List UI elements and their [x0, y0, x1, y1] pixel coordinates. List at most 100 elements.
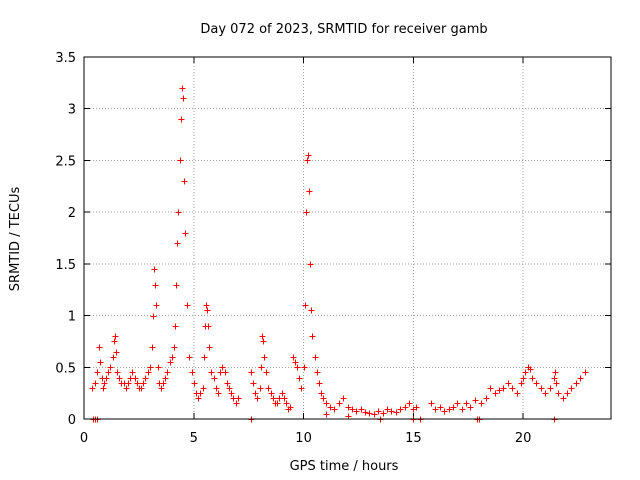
- data-point: [406, 400, 413, 407]
- data-point: [302, 302, 309, 309]
- data-point: [547, 385, 554, 392]
- data-point: [496, 387, 503, 394]
- data-point: [296, 375, 303, 382]
- data-point: [375, 408, 382, 415]
- data-point: [279, 390, 286, 397]
- data-point: [472, 397, 479, 404]
- data-point: [518, 380, 525, 387]
- data-point: [257, 385, 264, 392]
- x-axis-label: GPS time / hours: [290, 459, 399, 474]
- data-point: [228, 390, 235, 397]
- data-point: [213, 385, 220, 392]
- data-point: [179, 85, 186, 92]
- data-point: [142, 375, 149, 382]
- data-point: [340, 395, 347, 402]
- data-point: [206, 344, 213, 351]
- data-point: [304, 157, 311, 164]
- data-point: [107, 364, 114, 371]
- data-point: [178, 116, 185, 123]
- data-point: [314, 369, 321, 376]
- data-point: [114, 369, 121, 376]
- x-tick-label: 10: [295, 431, 312, 446]
- data-point: [112, 333, 119, 340]
- data-point: [529, 375, 536, 382]
- data-point: [366, 410, 373, 417]
- data-point: [564, 390, 571, 397]
- data-point: [252, 390, 259, 397]
- data-point: [158, 385, 165, 392]
- data-point: [500, 385, 507, 392]
- data-point: [172, 323, 179, 330]
- y-axis-label: SRMTID / TECUs: [8, 187, 23, 292]
- data-point: [203, 302, 210, 309]
- data-point: [259, 333, 266, 340]
- data-point: [371, 411, 378, 418]
- data-point: [514, 390, 521, 397]
- data-point: [89, 385, 96, 392]
- y-tick-label: 3.5: [55, 51, 76, 66]
- data-point: [358, 406, 365, 413]
- data-point: [211, 375, 218, 382]
- data-point: [287, 404, 294, 411]
- data-point: [177, 157, 184, 164]
- y-tick-label: 2: [68, 206, 76, 221]
- data-point: [265, 385, 272, 392]
- data-point: [180, 95, 187, 102]
- data-point: [312, 354, 319, 361]
- data-point: [577, 375, 584, 382]
- data-point: [96, 344, 103, 351]
- data-point: [345, 404, 352, 411]
- data-point: [145, 369, 152, 376]
- data-point: [294, 364, 301, 371]
- data-point: [173, 282, 180, 289]
- x-tick-label: 5: [190, 431, 198, 446]
- data-point: [397, 406, 404, 413]
- plot-frame: [83, 56, 612, 420]
- data-point: [125, 380, 132, 387]
- data-point: [380, 410, 387, 417]
- data-point: [533, 380, 540, 387]
- data-point: [103, 375, 110, 382]
- data-point: [573, 380, 580, 387]
- data-point: [283, 400, 290, 407]
- data-point: [219, 364, 226, 371]
- data-point: [160, 380, 167, 387]
- data-point: [309, 333, 316, 340]
- data-point: [197, 390, 204, 397]
- data-point: [150, 313, 157, 320]
- data-point: [254, 395, 261, 402]
- data-point: [268, 390, 275, 397]
- data-point: [560, 395, 567, 402]
- y-tick-label: 2.5: [55, 154, 76, 169]
- data-point: [174, 240, 181, 247]
- data-point: [520, 375, 527, 382]
- data-point: [116, 375, 123, 382]
- data-point: [353, 408, 360, 415]
- data-point: [155, 364, 162, 371]
- data-point: [281, 395, 288, 402]
- data-point: [551, 375, 558, 382]
- data-point: [336, 400, 343, 407]
- data-point: [274, 400, 281, 407]
- y-tick-label: 0: [68, 413, 76, 428]
- data-point: [308, 307, 315, 314]
- data-point: [100, 385, 107, 392]
- data-point: [171, 344, 178, 351]
- data-point: [147, 364, 154, 371]
- data-point: [552, 369, 559, 376]
- data-point: [138, 385, 145, 392]
- data-point: [248, 369, 255, 376]
- data-point: [393, 409, 400, 416]
- data-point: [307, 261, 314, 268]
- data-point: [316, 380, 323, 387]
- data-point: [167, 359, 174, 366]
- data-point: [97, 359, 104, 366]
- data-point: [224, 380, 231, 387]
- y-tick-label: 1: [68, 310, 76, 325]
- data-point: [413, 404, 420, 411]
- y-tick-label: 0.5: [55, 361, 76, 376]
- data-point: [151, 266, 158, 273]
- data-point: [201, 354, 208, 361]
- data-point: [450, 404, 457, 411]
